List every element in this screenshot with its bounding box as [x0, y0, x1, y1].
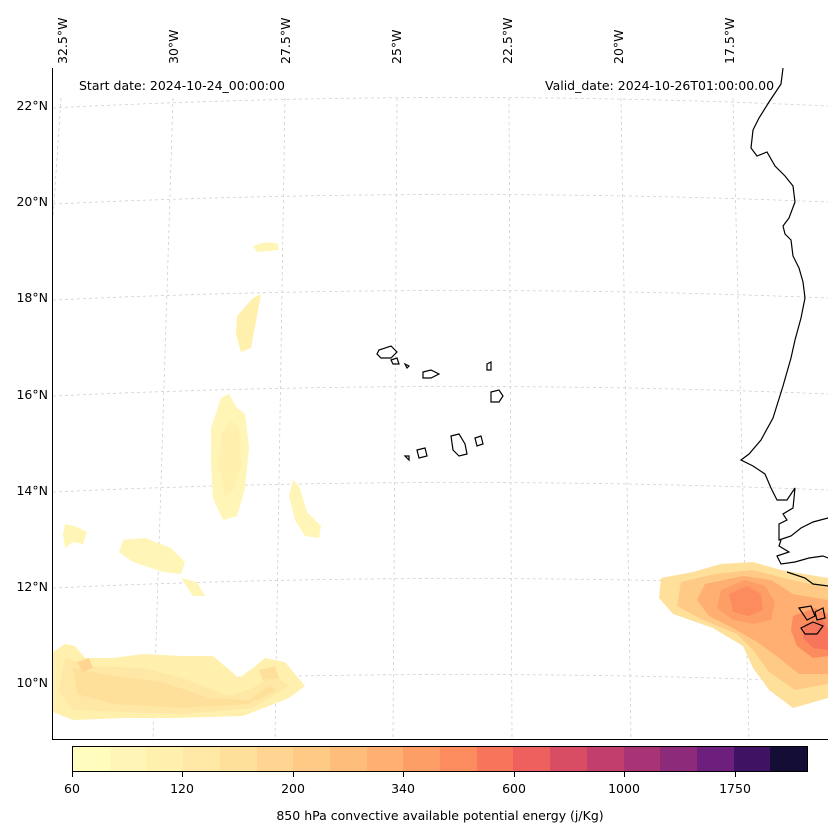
gridlines — [53, 97, 828, 739]
colorbar-title: 850 hPa convective available potential e… — [276, 808, 604, 823]
cape-verde-islands — [376, 345, 504, 462]
cb-tick-120 — [182, 772, 183, 777]
colorbar-swatch-6 — [293, 747, 330, 771]
colorbar-swatch-11 — [476, 747, 514, 771]
valid-date-label: Valid_date: 2024-10-26T01:00:00.00 — [545, 78, 775, 93]
colorbar-swatch-19 — [770, 747, 808, 771]
lat-label-20n: 20°N — [16, 194, 48, 209]
lat-label-14n: 14°N — [16, 483, 48, 498]
lat-label-16n: 16°N — [16, 387, 48, 402]
lon-label-32-5w: 32.5°W — [55, 17, 70, 64]
colorbar-swatch-8 — [366, 747, 404, 771]
lon-label-25w: 25°W — [389, 29, 404, 64]
colorbar-swatch-12 — [513, 747, 551, 771]
colorbar-swatch-18 — [733, 747, 771, 771]
colorbar-swatch-4 — [219, 747, 257, 771]
cb-tick-1750 — [735, 772, 736, 777]
colorbar-swatch-13 — [550, 747, 587, 771]
colorbar-swatch-7 — [329, 747, 367, 771]
cb-tick-600 — [514, 772, 515, 777]
cb-label-1000: 1000 — [608, 781, 640, 796]
lat-label-12n: 12°N — [16, 579, 48, 594]
cb-tick-340 — [403, 772, 404, 777]
map-canvas — [53, 68, 828, 739]
coastline — [739, 68, 828, 635]
cape-shading — [53, 242, 321, 720]
colorbar-swatch-1 — [109, 747, 147, 771]
cb-label-60: 60 — [64, 781, 80, 796]
colorbar-swatch-17 — [696, 747, 734, 771]
colorbar-swatch-9 — [403, 747, 441, 771]
cb-label-120: 120 — [170, 781, 194, 796]
cb-label-340: 340 — [391, 781, 415, 796]
map-panel[interactable] — [52, 68, 828, 740]
colorbar-swatch-2 — [146, 747, 184, 771]
cb-label-600: 600 — [502, 781, 526, 796]
lon-label-22-5w: 22.5°W — [500, 17, 515, 64]
colorbar-swatch-0 — [73, 747, 110, 771]
cb-label-200: 200 — [281, 781, 305, 796]
lon-label-30w: 30°W — [166, 29, 181, 64]
cb-tick-200 — [293, 772, 294, 777]
cb-label-1750: 1750 — [719, 781, 751, 796]
colorbar — [72, 746, 808, 772]
lat-label-18n: 18°N — [16, 290, 48, 305]
colorbar-swatch-16 — [660, 747, 697, 771]
colorbar-swatch-5 — [256, 747, 294, 771]
cb-tick-1000 — [624, 772, 625, 777]
cape-shading-strong — [659, 562, 828, 708]
start-date-label: Start date: 2024-10-24_00:00:00 — [79, 78, 285, 93]
lat-label-22n: 22°N — [16, 98, 48, 113]
colorbar-swatch-14 — [586, 747, 624, 771]
lon-label-17-5w: 17.5°W — [722, 17, 737, 64]
lat-label-10n: 10°N — [16, 675, 48, 690]
colorbar-swatch-10 — [440, 747, 477, 771]
lon-label-20w: 20°W — [611, 29, 626, 64]
cb-tick-60 — [72, 772, 73, 777]
lon-label-27-5w: 27.5°W — [278, 17, 293, 64]
colorbar-swatch-15 — [623, 747, 661, 771]
colorbar-swatch-3 — [183, 747, 220, 771]
